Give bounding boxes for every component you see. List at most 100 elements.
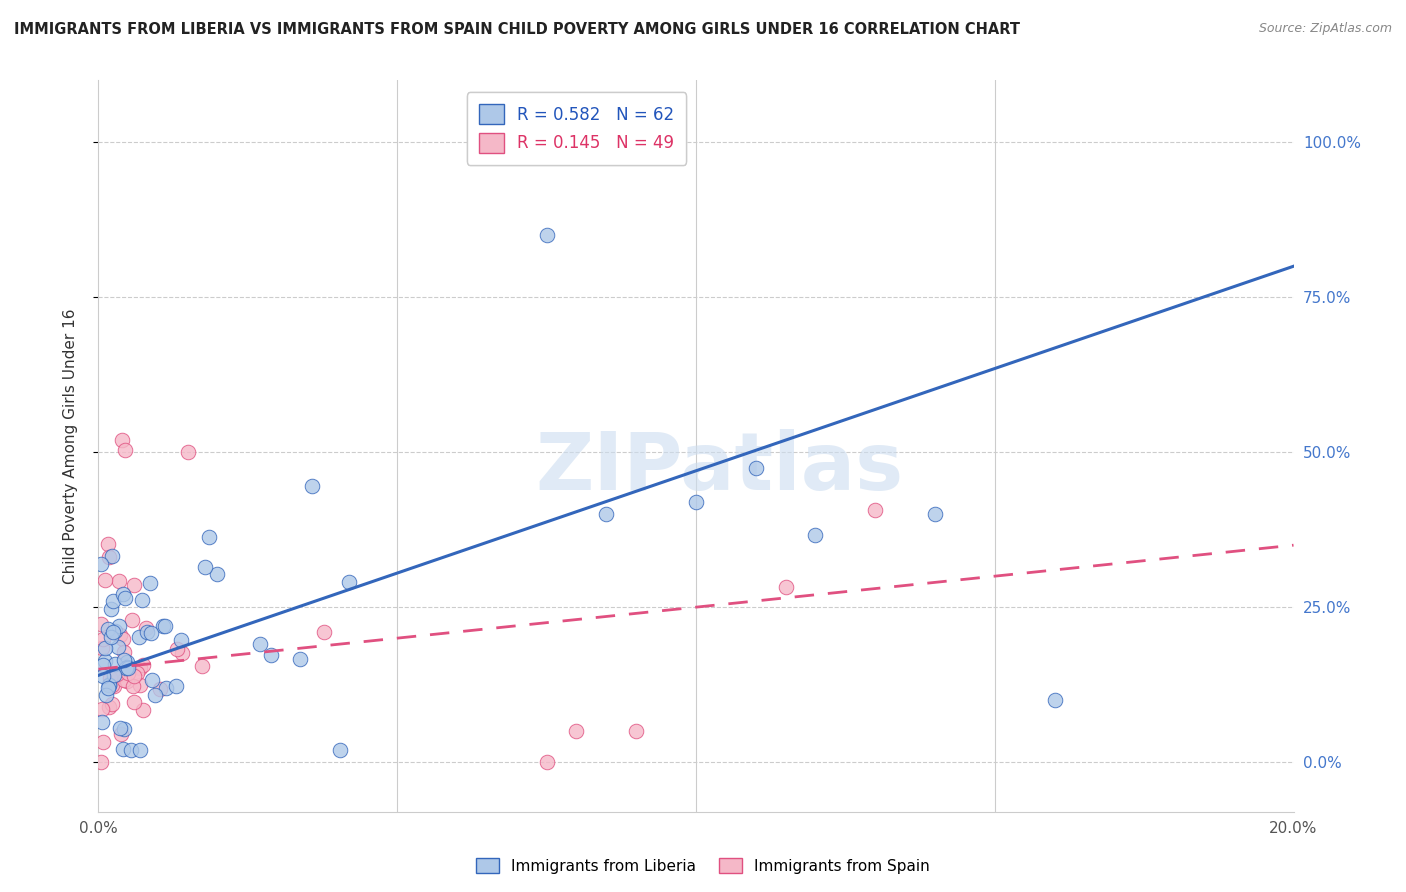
Point: [100, 630, 122, 644]
Point: [112, 587, 135, 601]
Point: [98, 550, 121, 565]
Legend: Immigrants from Liberia, Immigrants from Spain: Immigrants from Liberia, Immigrants from…: [470, 852, 936, 880]
Point: [804, 528, 827, 542]
Point: [97, 537, 120, 551]
Point: [312, 625, 335, 640]
Point: [129, 743, 152, 757]
Point: [98, 678, 121, 692]
Point: [97, 681, 120, 696]
Point: [745, 460, 768, 475]
Point: [122, 679, 145, 693]
Text: IMMIGRANTS FROM LIBERIA VS IMMIGRANTS FROM SPAIN CHILD POVERTY AMONG GIRLS UNDER: IMMIGRANTS FROM LIBERIA VS IMMIGRANTS FR…: [14, 22, 1021, 37]
Point: [129, 660, 152, 674]
Point: [108, 721, 131, 735]
Point: [114, 722, 136, 736]
Point: [536, 755, 558, 769]
Point: [165, 679, 187, 693]
Point: [100, 602, 122, 616]
Point: [101, 549, 124, 564]
Point: [114, 645, 136, 659]
Point: [110, 628, 132, 642]
Point: [626, 724, 648, 739]
Point: [108, 574, 131, 588]
Point: [170, 633, 193, 648]
Point: [90, 755, 112, 769]
Point: [90, 558, 112, 572]
Point: [135, 620, 157, 634]
Point: [131, 593, 153, 607]
Point: [136, 625, 159, 640]
Point: [91, 632, 114, 646]
Point: [104, 624, 127, 639]
Point: [152, 619, 174, 633]
Point: [114, 661, 136, 675]
Point: [114, 591, 136, 606]
Point: [101, 697, 124, 711]
Point: [775, 580, 797, 594]
Point: [107, 640, 129, 655]
Point: [98, 671, 121, 685]
Point: [121, 613, 143, 627]
Point: [100, 675, 122, 690]
Point: [685, 495, 707, 509]
Point: [626, 135, 648, 149]
Point: [131, 703, 153, 717]
Text: ZIPatlas: ZIPatlas: [536, 429, 904, 507]
Point: [114, 653, 136, 667]
Point: [101, 678, 124, 692]
Point: [177, 445, 200, 459]
Point: [139, 626, 162, 640]
Point: [108, 667, 131, 681]
Point: [101, 594, 124, 608]
Point: [141, 673, 163, 687]
Legend: R = 0.582   N = 62, R = 0.145   N = 49: R = 0.582 N = 62, R = 0.145 N = 49: [467, 92, 686, 165]
Point: [205, 566, 228, 581]
Point: [111, 632, 134, 646]
Text: Source: ZipAtlas.com: Source: ZipAtlas.com: [1258, 22, 1392, 36]
Point: [114, 443, 136, 458]
Point: [91, 702, 114, 716]
Point: [104, 657, 127, 671]
Point: [90, 617, 112, 632]
Point: [124, 577, 146, 591]
Point: [117, 666, 139, 681]
Point: [112, 673, 135, 688]
Point: [128, 630, 150, 644]
Point: [103, 679, 125, 693]
Point: [122, 695, 145, 709]
Point: [249, 637, 271, 651]
Point: [155, 618, 177, 632]
Point: [90, 715, 112, 730]
Point: [91, 658, 114, 673]
Point: [595, 507, 617, 521]
Point: [94, 573, 117, 587]
Point: [94, 688, 117, 702]
Point: [143, 689, 166, 703]
Point: [149, 681, 172, 696]
Point: [110, 726, 132, 740]
Point: [129, 678, 152, 692]
Point: [91, 669, 114, 683]
Point: [122, 669, 145, 683]
Point: [103, 668, 125, 682]
Point: [117, 660, 139, 674]
Point: [139, 576, 162, 591]
Point: [924, 507, 946, 521]
Point: [107, 667, 129, 681]
Point: [337, 575, 360, 590]
Point: [91, 641, 114, 656]
Point: [191, 659, 214, 673]
Point: [865, 502, 887, 516]
Point: [94, 641, 117, 656]
Point: [132, 657, 155, 672]
Point: [93, 654, 115, 668]
Point: [301, 479, 323, 493]
Point: [98, 678, 121, 692]
Point: [155, 681, 177, 695]
Point: [166, 641, 188, 656]
Point: [1043, 693, 1066, 707]
Point: [117, 661, 139, 675]
Point: [115, 655, 138, 669]
Point: [197, 530, 219, 544]
Point: [125, 665, 148, 680]
